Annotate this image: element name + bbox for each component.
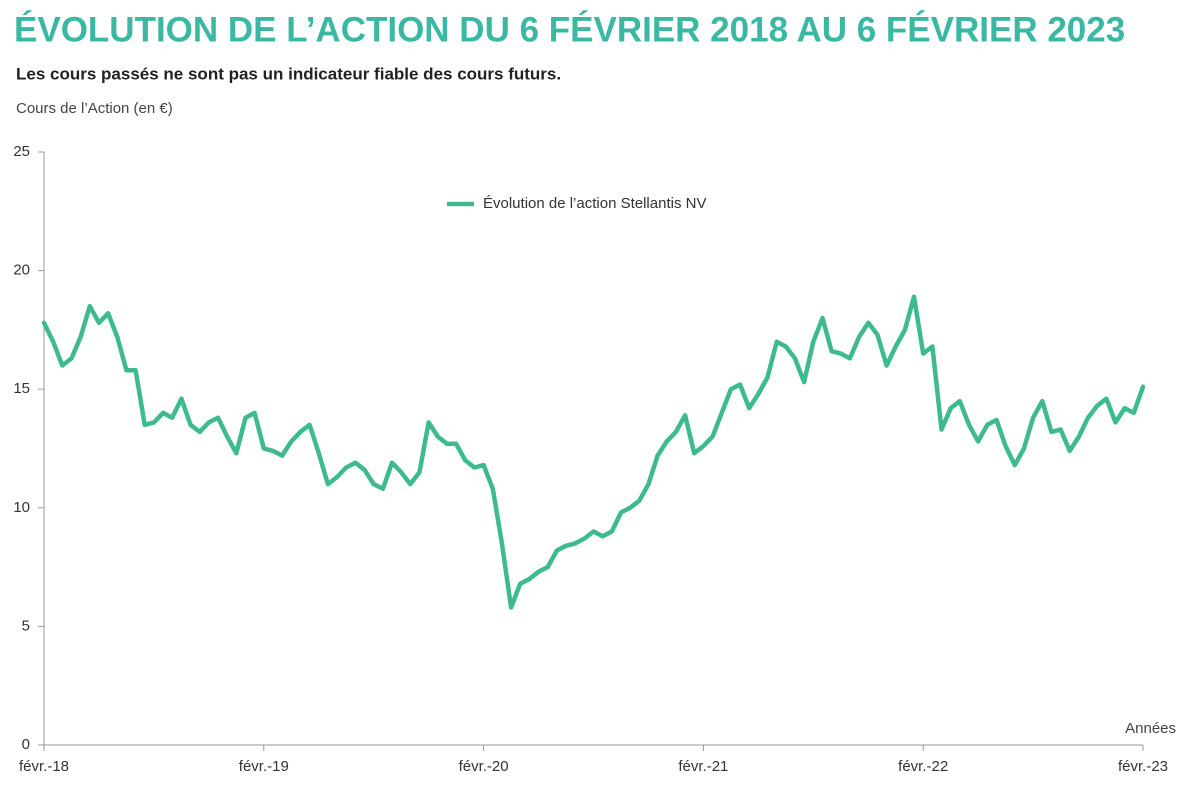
y-tick-label: 5	[22, 617, 30, 634]
x-axis-label: Années	[1125, 720, 1176, 737]
x-tick-label: févr.-20	[459, 758, 509, 775]
chart-subtitle: Les cours passés ne sont pas un indicate…	[16, 64, 561, 83]
y-tick-label: 10	[13, 499, 30, 516]
x-tick-label: févr.-18	[19, 758, 69, 775]
legend-label: Évolution de l’action Stellantis NV	[483, 195, 706, 212]
x-tick-label: févr.-21	[678, 758, 728, 775]
y-axis-label: Cours de l’Action (en €)	[16, 100, 173, 117]
y-tick-label: 15	[13, 380, 30, 397]
x-tick-label: févr.-23	[1118, 758, 1168, 775]
x-tick-label: févr.-22	[898, 758, 948, 775]
y-tick-label: 0	[22, 736, 30, 753]
data-line	[41, 294, 1146, 610]
chart-title: ÉVOLUTION DE L’ACTION DU 6 FÉVRIER 2018 …	[14, 9, 1125, 49]
x-tick-label: févr.-19	[239, 758, 289, 775]
y-tick-label: 25	[13, 143, 30, 160]
y-tick-label: 20	[13, 262, 30, 279]
